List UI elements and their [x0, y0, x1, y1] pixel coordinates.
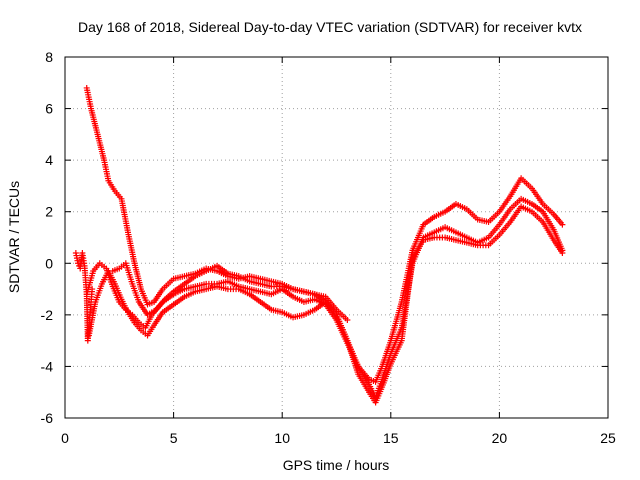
- x-axis-title: GPS time / hours: [283, 457, 390, 473]
- grid-lines: [64, 56, 609, 419]
- y-tick-label: 2: [45, 204, 53, 220]
- x-tick-label: 25: [600, 430, 616, 446]
- series-early-cluster: [72, 249, 96, 344]
- data-point: [559, 249, 566, 256]
- x-tick-label: 15: [383, 430, 399, 446]
- y-tick-label: 0: [45, 255, 53, 271]
- data-point: [344, 317, 351, 324]
- y-tick-label: -4: [41, 358, 54, 374]
- plot-frame: [64, 56, 609, 419]
- series-track-d: [109, 260, 351, 324]
- x-tick-label: 0: [61, 430, 69, 446]
- data-point: [89, 286, 96, 293]
- y-tick-label: -6: [41, 410, 54, 426]
- y-tick-label: 8: [45, 49, 53, 65]
- x-tick-label: 5: [170, 430, 178, 446]
- y-axis-title: SDTVAR / TECUs: [6, 181, 22, 293]
- x-tick-labels: 0 5 10 15 20 25: [61, 430, 616, 446]
- y-tick-label: 4: [45, 152, 53, 168]
- data-point: [559, 221, 566, 228]
- series-track-c: [85, 203, 566, 406]
- y-tick-labels: -6 -4 -2 0 2 4 6 8: [41, 49, 54, 426]
- x-tick-label: 20: [492, 430, 508, 446]
- data-points: [72, 84, 566, 406]
- chart-title: Day 168 of 2018, Sidereal Day-to-day VTE…: [78, 19, 582, 35]
- y-tick-label: -2: [41, 307, 54, 323]
- x-tick-label: 10: [274, 430, 290, 446]
- y-tick-label: 6: [45, 101, 53, 117]
